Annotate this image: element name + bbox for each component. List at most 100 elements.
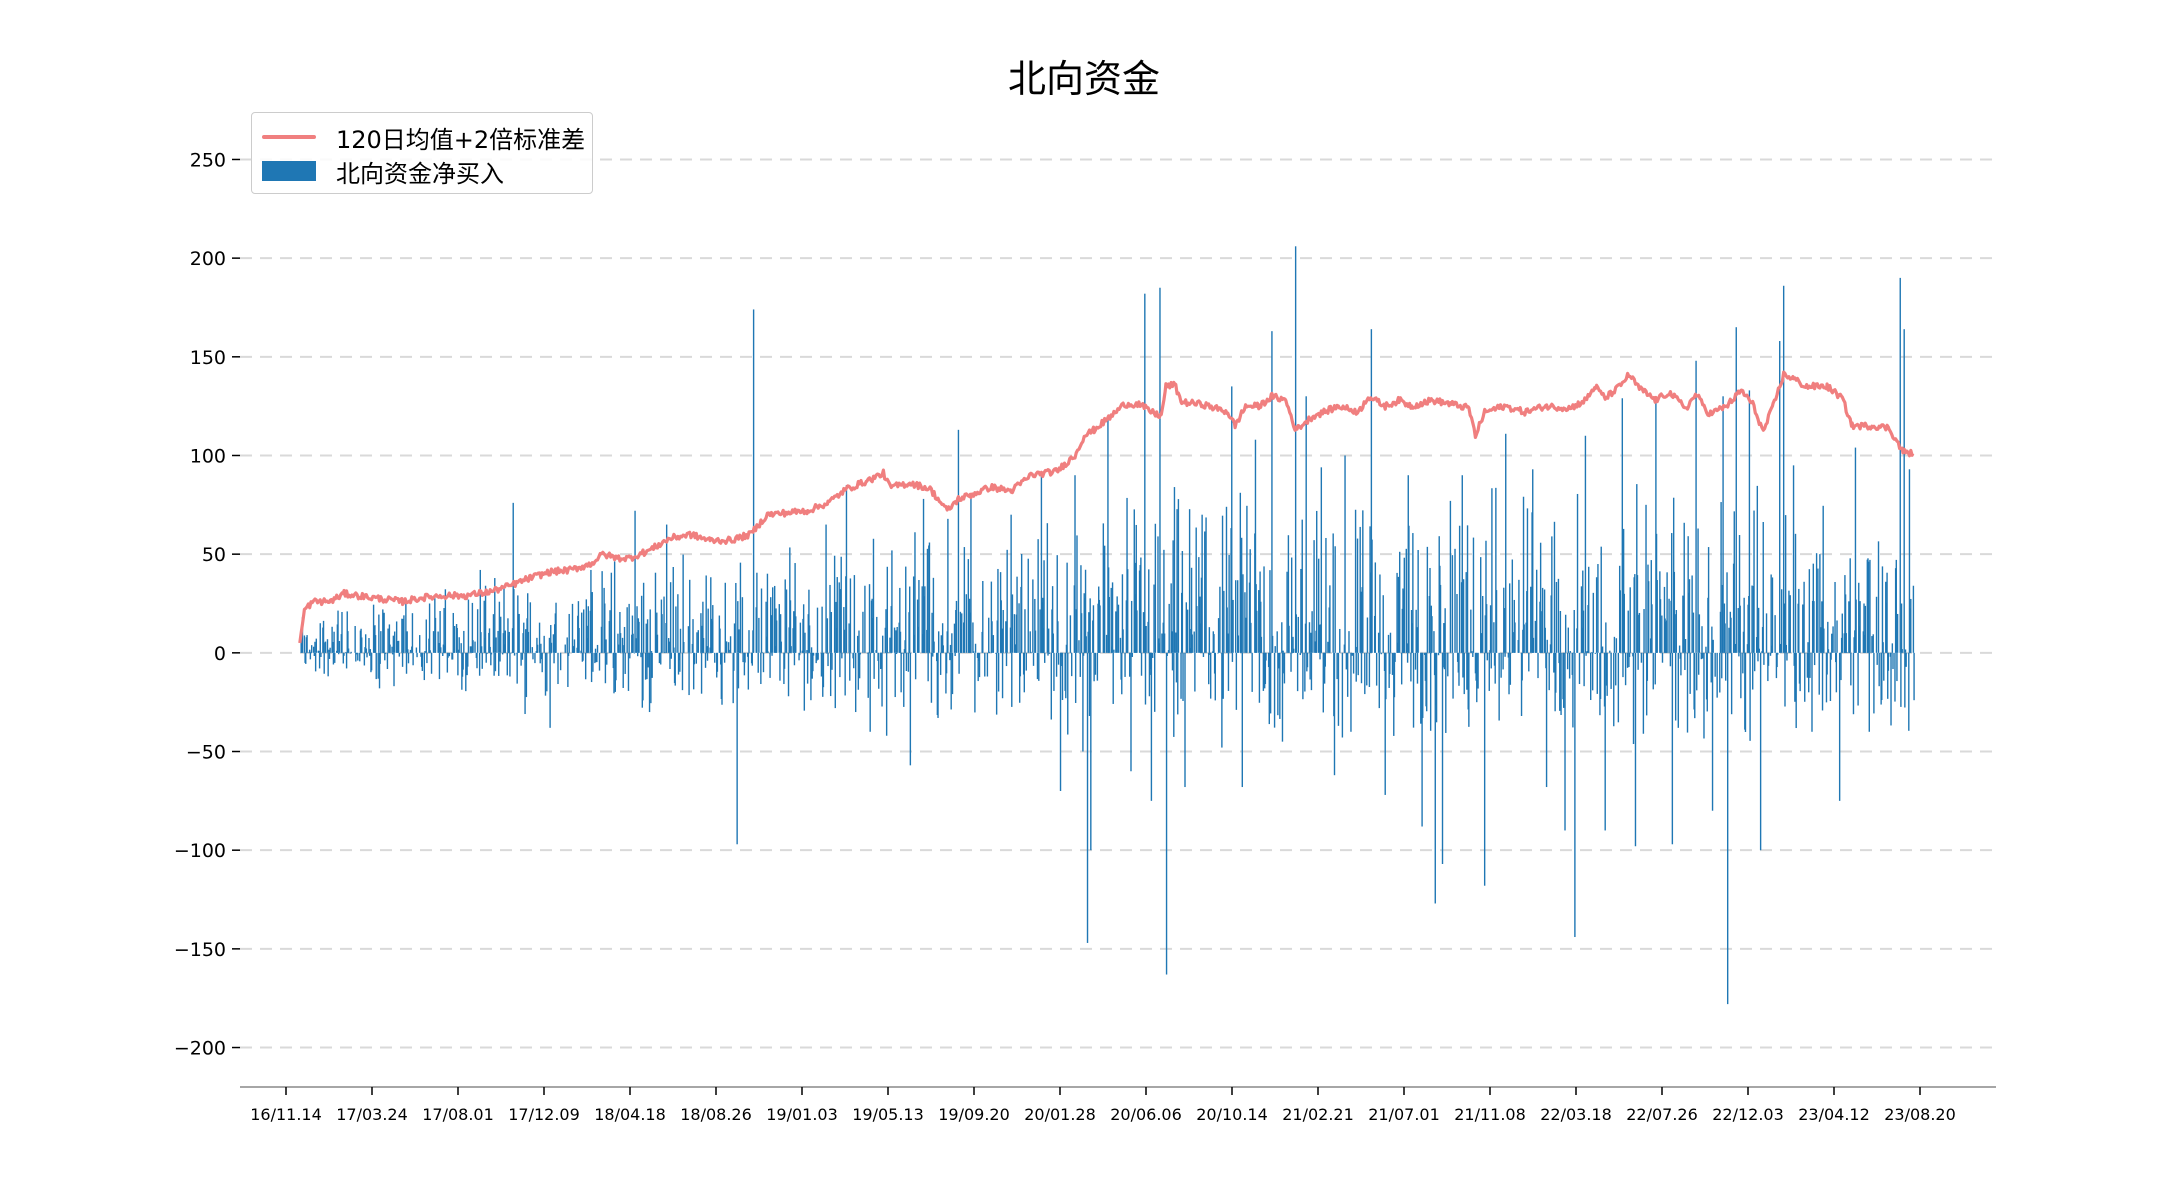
bar (378, 614, 380, 653)
ytick-label: 200 (190, 248, 226, 270)
bar (1726, 652, 1729, 1005)
bar (1891, 643, 1894, 653)
bar (1352, 652, 1355, 674)
bar (1472, 537, 1475, 653)
bar (1228, 554, 1230, 653)
bar (1532, 637, 1535, 653)
bar (810, 647, 813, 653)
bar (1276, 631, 1278, 653)
bar (704, 652, 707, 668)
bar (1799, 652, 1801, 692)
bar (949, 644, 952, 653)
legend-line-swatch (262, 135, 316, 139)
bar (1779, 341, 1781, 653)
bar (1144, 652, 1147, 705)
bar (452, 612, 454, 653)
bar (644, 652, 647, 680)
bar (677, 594, 679, 653)
bar (492, 614, 495, 653)
bar (696, 632, 698, 653)
bar (1283, 652, 1286, 684)
bar (1310, 652, 1313, 691)
bar (1223, 590, 1225, 653)
bar (499, 652, 501, 662)
bar (1476, 652, 1478, 703)
bar (386, 652, 389, 670)
bar (1236, 580, 1239, 653)
bar (706, 646, 708, 653)
bar (1652, 652, 1654, 690)
bar (1691, 575, 1693, 653)
bar (1811, 652, 1813, 732)
bar (654, 572, 657, 653)
bar (1219, 586, 1221, 653)
bar (816, 652, 818, 661)
bar (513, 652, 516, 656)
bar (1082, 652, 1085, 656)
bar (463, 630, 465, 653)
bar (1196, 606, 1198, 653)
bar (1763, 652, 1765, 665)
bar (1508, 583, 1511, 653)
bar (407, 649, 409, 653)
bar (1728, 627, 1730, 653)
bar (328, 652, 331, 659)
bar (859, 652, 861, 655)
bar (845, 485, 848, 653)
bar (633, 652, 636, 654)
bar (661, 614, 663, 653)
bar (1208, 627, 1211, 653)
line-series (298, 370, 1915, 644)
bar (1346, 652, 1349, 697)
bar (1157, 536, 1159, 653)
bar (1465, 572, 1467, 653)
bar (1742, 652, 1744, 674)
bar (1752, 652, 1754, 690)
bar (1221, 515, 1224, 653)
bar (1366, 617, 1369, 653)
bar (656, 612, 658, 653)
bar (442, 652, 444, 656)
bar (1643, 609, 1645, 653)
bar (1771, 577, 1774, 653)
bar (974, 652, 976, 713)
bar (1789, 595, 1791, 653)
bar (495, 637, 497, 653)
bar (1559, 611, 1562, 653)
bar (1412, 533, 1414, 653)
bar (1774, 615, 1776, 653)
bar (546, 652, 548, 692)
bar (804, 632, 806, 653)
bar (1798, 588, 1800, 653)
bar (1018, 603, 1020, 653)
bar (337, 610, 339, 653)
bar (1559, 652, 1561, 711)
bar (808, 625, 811, 653)
bar (1202, 652, 1205, 657)
bar (1379, 574, 1381, 653)
bar (518, 613, 520, 653)
bar (1788, 590, 1790, 653)
bar (869, 652, 871, 732)
bar (1546, 639, 1548, 653)
bar (1887, 652, 1890, 671)
bar (486, 652, 488, 655)
bar (651, 652, 653, 678)
bar (1088, 652, 1091, 716)
bar (799, 652, 801, 656)
bar (849, 578, 852, 653)
bar (1776, 652, 1778, 668)
bar (1327, 641, 1329, 653)
bar (1011, 652, 1013, 707)
bar (1380, 652, 1382, 655)
bar (1005, 621, 1007, 653)
bar (1784, 515, 1787, 653)
bar (617, 633, 619, 653)
bar (1090, 652, 1092, 851)
bar (770, 615, 773, 653)
bar (1712, 639, 1714, 653)
bar (995, 652, 998, 715)
bar (1159, 287, 1161, 653)
bar (1066, 562, 1068, 653)
bar (773, 585, 776, 653)
